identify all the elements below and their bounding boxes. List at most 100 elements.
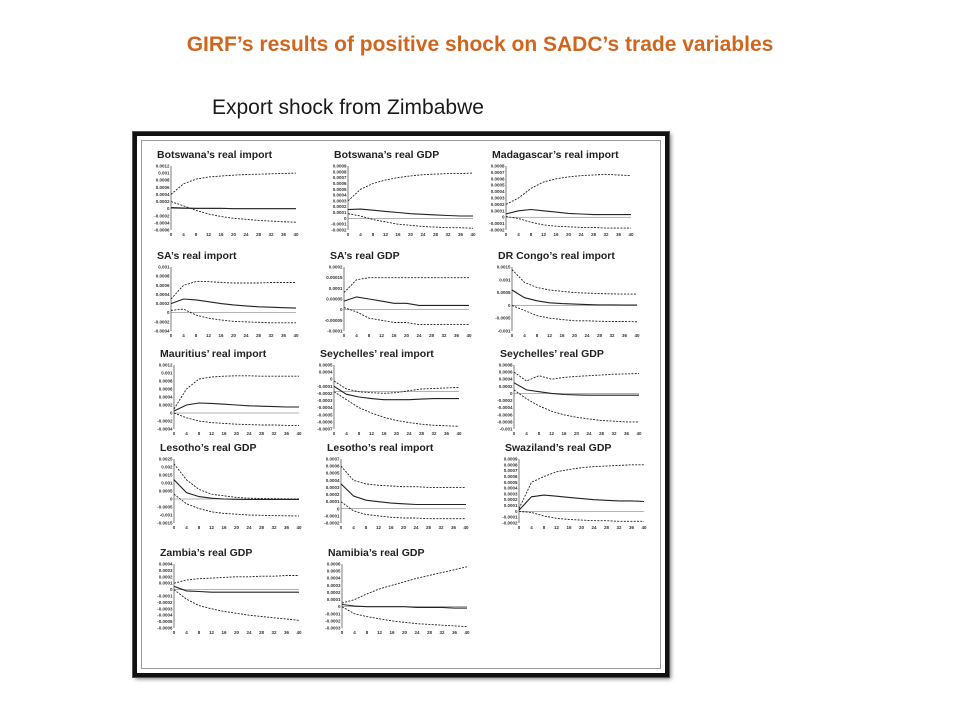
x-tick-label: 4 <box>530 525 533 530</box>
y-tick-label: -0.0008 <box>497 419 513 424</box>
y-tick-label: 0 <box>167 310 170 315</box>
x-tick-label: 0 <box>340 525 343 530</box>
x-tick-label: 16 <box>381 431 387 436</box>
x-tick-label: 16 <box>559 333 565 338</box>
x-tick-label: 12 <box>209 525 215 530</box>
girf-chart: Lesotho’s real GDP 0.0025 0.002 0.0015 0.001… <box>157 442 302 530</box>
x-tick-label: 8 <box>368 333 371 338</box>
y-tick-label: 0.001 <box>161 371 173 376</box>
y-tick-label: 0.0003 <box>327 583 341 588</box>
x-tick-label: 4 <box>185 431 188 436</box>
upper-band-line <box>170 172 297 195</box>
upper-band-line <box>170 281 296 300</box>
y-tick-label: 0.0003 <box>326 485 340 490</box>
y-tick-label: 0.0004 <box>491 189 505 194</box>
x-tick-label: 16 <box>221 630 227 635</box>
x-tick-label: 4 <box>359 232 362 237</box>
x-tick-label: 16 <box>218 232 224 237</box>
y-tick-label: 0.0001 <box>159 581 173 586</box>
x-tick-label: 12 <box>206 232 212 237</box>
x-tick-label: 0 <box>341 630 344 635</box>
x-tick-label: 20 <box>402 630 408 635</box>
x-tick-label: 8 <box>198 630 201 635</box>
y-tick-label: -0.0001 <box>317 384 333 389</box>
x-tick-label: 36 <box>452 630 458 635</box>
x-tick-label: 28 <box>429 333 435 338</box>
y-tick-label: 0.0005 <box>326 471 340 476</box>
y-tick-label: -0.0001 <box>325 611 341 616</box>
y-tick-label: -0.0005 <box>157 619 173 624</box>
x-tick-label: 16 <box>566 525 572 530</box>
girf-chart: Seychelles’ real import0.00050.00040-0.0… <box>317 348 462 436</box>
x-tick-label: 36 <box>281 333 287 338</box>
x-tick-label: 12 <box>209 630 215 635</box>
girf-chart: Swaziland’s real GDP0.00090.00080.00070.… <box>502 442 647 530</box>
lower-band-line <box>173 493 300 517</box>
lower-band-line <box>513 389 639 423</box>
girf-chart: Seychelles’ real GDP 0.0008 0.0006 0.0004 0.… <box>497 348 642 436</box>
x-tick-label: 20 <box>408 232 414 237</box>
x-tick-label: 8 <box>530 232 533 237</box>
y-tick-label: 0 <box>515 509 518 514</box>
response-line <box>170 298 297 309</box>
y-tick-label: 0 <box>344 216 347 221</box>
x-tick-label: 24 <box>416 333 422 338</box>
x-tick-label: 24 <box>578 232 584 237</box>
upper-band-line <box>173 575 299 584</box>
x-tick-label: 16 <box>388 525 394 530</box>
x-tick-label: 28 <box>427 630 433 635</box>
y-tick-label: 0 <box>337 506 340 511</box>
y-tick-label: 0.0004 <box>319 370 333 375</box>
response-line <box>505 208 631 216</box>
y-tick-label: 0.0002 <box>326 492 340 497</box>
girf-chart: Lesotho’s real import 0.0007 0.0006 0.0005 0… <box>324 442 469 530</box>
y-tick-label: 0.0002 <box>329 265 343 270</box>
y-tick-label: -0.0001 <box>324 513 340 518</box>
y-tick-label: 0 <box>167 206 170 211</box>
x-tick-label: 0 <box>173 431 176 436</box>
x-tick-label: 20 <box>234 431 240 436</box>
upper-band-line <box>340 465 466 488</box>
y-tick-label: -0.0002 <box>502 521 518 526</box>
x-tick-label: 24 <box>591 525 597 530</box>
x-tick-label: 28 <box>597 333 603 338</box>
y-tick-label: 0.0008 <box>499 363 513 368</box>
y-tick-label: -0.0001 <box>157 594 173 599</box>
y-tick-label: -0.0001 <box>331 222 347 227</box>
y-tick-label: -0.0006 <box>317 419 333 424</box>
upper-band-line <box>173 463 300 500</box>
lower-band-line <box>173 412 299 426</box>
y-tick-label: 0.0001 <box>491 208 505 213</box>
y-tick-label: 0.0007 <box>491 170 505 175</box>
y-tick-label: 0.0006 <box>499 370 513 375</box>
y-tick-label: -0.00005 <box>325 318 343 323</box>
x-tick-label: 24 <box>584 333 590 338</box>
x-tick-label: 0 <box>343 333 346 338</box>
x-tick-label: 28 <box>259 525 265 530</box>
y-tick-label: -0.0005 <box>157 505 173 510</box>
x-tick-label: 12 <box>379 333 385 338</box>
y-tick-label: 0 <box>170 497 173 502</box>
x-tick-label: 40 <box>634 333 640 338</box>
y-tick-label: -0.0004 <box>154 329 170 334</box>
x-tick-label: 32 <box>438 525 444 530</box>
x-tick-label: 4 <box>185 525 188 530</box>
lower-band-line <box>505 216 631 229</box>
y-tick-label: -0.0001 <box>489 221 505 226</box>
x-tick-label: 16 <box>561 431 567 436</box>
response-line <box>333 385 459 401</box>
x-tick-label: 40 <box>293 333 299 338</box>
x-tick-label: 16 <box>221 525 227 530</box>
y-tick-label: 0.0004 <box>156 192 170 197</box>
x-tick-label: 8 <box>358 431 361 436</box>
x-tick-label: 32 <box>609 333 615 338</box>
x-tick-label: 28 <box>259 630 265 635</box>
x-tick-label: 4 <box>345 431 348 436</box>
x-tick-label: 32 <box>268 333 274 338</box>
y-tick-label: 0.0002 <box>327 590 341 595</box>
x-tick-label: 40 <box>466 333 472 338</box>
lower-band-line <box>341 606 468 628</box>
x-tick-label: 0 <box>347 232 350 237</box>
x-tick-label: 24 <box>413 525 419 530</box>
